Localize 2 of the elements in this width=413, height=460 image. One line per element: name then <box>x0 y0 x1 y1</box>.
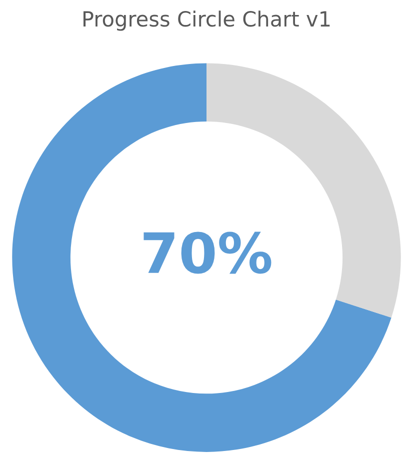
chart-title: Progress Circle Chart v1 <box>84 10 330 31</box>
data-label: 70% <box>144 232 272 274</box>
